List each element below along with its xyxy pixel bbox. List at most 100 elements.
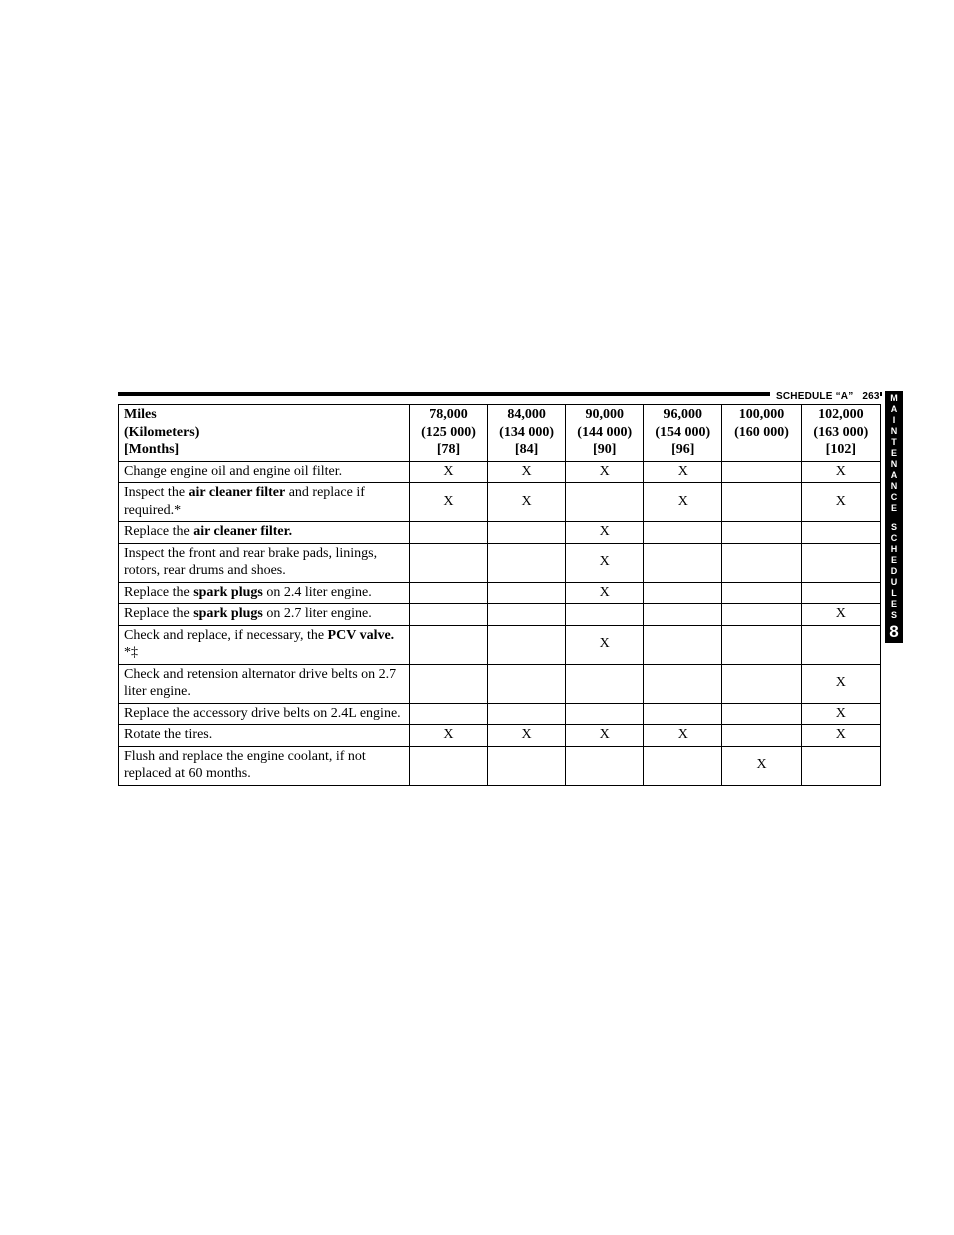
mark-cell [644,522,722,544]
mark-cell [409,543,487,582]
mark-cell: X [566,522,644,544]
col-miles: 90,000 [585,407,624,422]
mark-cell [488,543,566,582]
mark-cell [488,703,566,725]
table-row: Check and retension alternator drive bel… [119,664,881,703]
mark-cell [722,725,801,747]
row-desc: Inspect the air cleaner filter and repla… [119,483,410,522]
mark-cell [722,703,801,725]
header-col: 90,000 (144 000) [90] [566,405,644,462]
row-desc: Check and retension alternator drive bel… [119,664,410,703]
hdr-months: [Months] [124,442,179,457]
header-col: 78,000 (125 000) [78] [409,405,487,462]
col-km: (134 000) [499,425,554,440]
mark-cell [722,664,801,703]
mark-cell [644,746,722,785]
table-row: Replace the accessory drive belts on 2.4… [119,703,881,725]
row-desc: Inspect the front and rear brake pads, l… [119,543,410,582]
col-months: [90] [593,442,616,457]
mark-cell: X [409,461,487,483]
table-row: Inspect the air cleaner filter and repla… [119,483,881,522]
header-col: 100,000(160 000) [722,405,801,462]
mark-cell [722,582,801,604]
hdr-miles: Miles [124,407,157,422]
mark-cell [409,703,487,725]
mark-cell [488,582,566,604]
maintenance-schedule-table: Miles (Kilometers) [Months] 78,000 (125 0… [118,404,881,786]
mark-cell: X [644,483,722,522]
col-miles: 100,000 [739,407,785,422]
mark-cell: X [566,725,644,747]
row-desc: Flush and replace the engine coolant, if… [119,746,410,785]
mark-cell [644,625,722,664]
table-row: Replace the spark plugs on 2.4 liter eng… [119,582,881,604]
col-miles: 96,000 [664,407,703,422]
header-desc: Miles (Kilometers) [Months] [119,405,410,462]
col-miles: 102,000 [818,407,864,422]
table-row: Check and replace, if necessary, the PCV… [119,625,881,664]
hdr-km: (Kilometers) [124,425,199,440]
row-desc: Replace the air cleaner filter. [119,522,410,544]
table-row: Replace the spark plugs on 2.7 liter eng… [119,604,881,626]
row-desc: Check and replace, if necessary, the PCV… [119,625,410,664]
mark-cell: X [801,703,880,725]
mark-cell [409,582,487,604]
col-months: [102] [826,442,856,457]
mark-cell [644,543,722,582]
mark-cell: X [488,461,566,483]
col-months: [78] [437,442,460,457]
mark-cell [566,703,644,725]
table-row: Rotate the tires.XXXXX [119,725,881,747]
mark-cell: X [644,461,722,483]
section-tab: MAINTENANCESCHEDULES8 [885,391,903,643]
col-miles: 84,000 [507,407,546,422]
col-km: (144 000) [577,425,632,440]
schedule-label: SCHEDULE “A” [776,391,853,402]
mark-cell: X [488,725,566,747]
mark-cell [722,625,801,664]
mark-cell [722,483,801,522]
mark-cell [488,746,566,785]
mark-cell [488,522,566,544]
mark-cell [409,522,487,544]
header-rule [118,392,882,396]
mark-cell [566,483,644,522]
mark-cell [722,461,801,483]
table-row: Flush and replace the engine coolant, if… [119,746,881,785]
col-km: (154 000) [655,425,710,440]
mark-cell: X [801,604,880,626]
mark-cell [566,746,644,785]
mark-cell: X [722,746,801,785]
row-desc: Replace the spark plugs on 2.4 liter eng… [119,582,410,604]
mark-cell [801,625,880,664]
mark-cell [801,746,880,785]
mark-cell [566,604,644,626]
mark-cell: X [801,483,880,522]
mark-cell: X [566,582,644,604]
col-km: (125 000) [421,425,476,440]
col-miles: 78,000 [429,407,468,422]
mark-cell: X [566,461,644,483]
mark-cell [722,543,801,582]
mark-cell: X [644,725,722,747]
page-header: SCHEDULE “A” 263 [770,391,880,402]
mark-cell [488,604,566,626]
mark-cell [488,664,566,703]
mark-cell: X [566,625,644,664]
mark-cell: X [801,664,880,703]
mark-cell: X [801,725,880,747]
row-desc: Replace the spark plugs on 2.7 liter eng… [119,604,410,626]
mark-cell [488,625,566,664]
mark-cell [722,522,801,544]
table-row: Inspect the front and rear brake pads, l… [119,543,881,582]
mark-cell [644,703,722,725]
mark-cell [644,582,722,604]
mark-cell [644,604,722,626]
mark-cell [409,604,487,626]
col-months: [96] [671,442,694,457]
row-desc: Replace the accessory drive belts on 2.4… [119,703,410,725]
mark-cell [409,625,487,664]
mark-cell: X [409,483,487,522]
col-months: [84] [515,442,538,457]
header-col: 96,000 (154 000) [96] [644,405,722,462]
